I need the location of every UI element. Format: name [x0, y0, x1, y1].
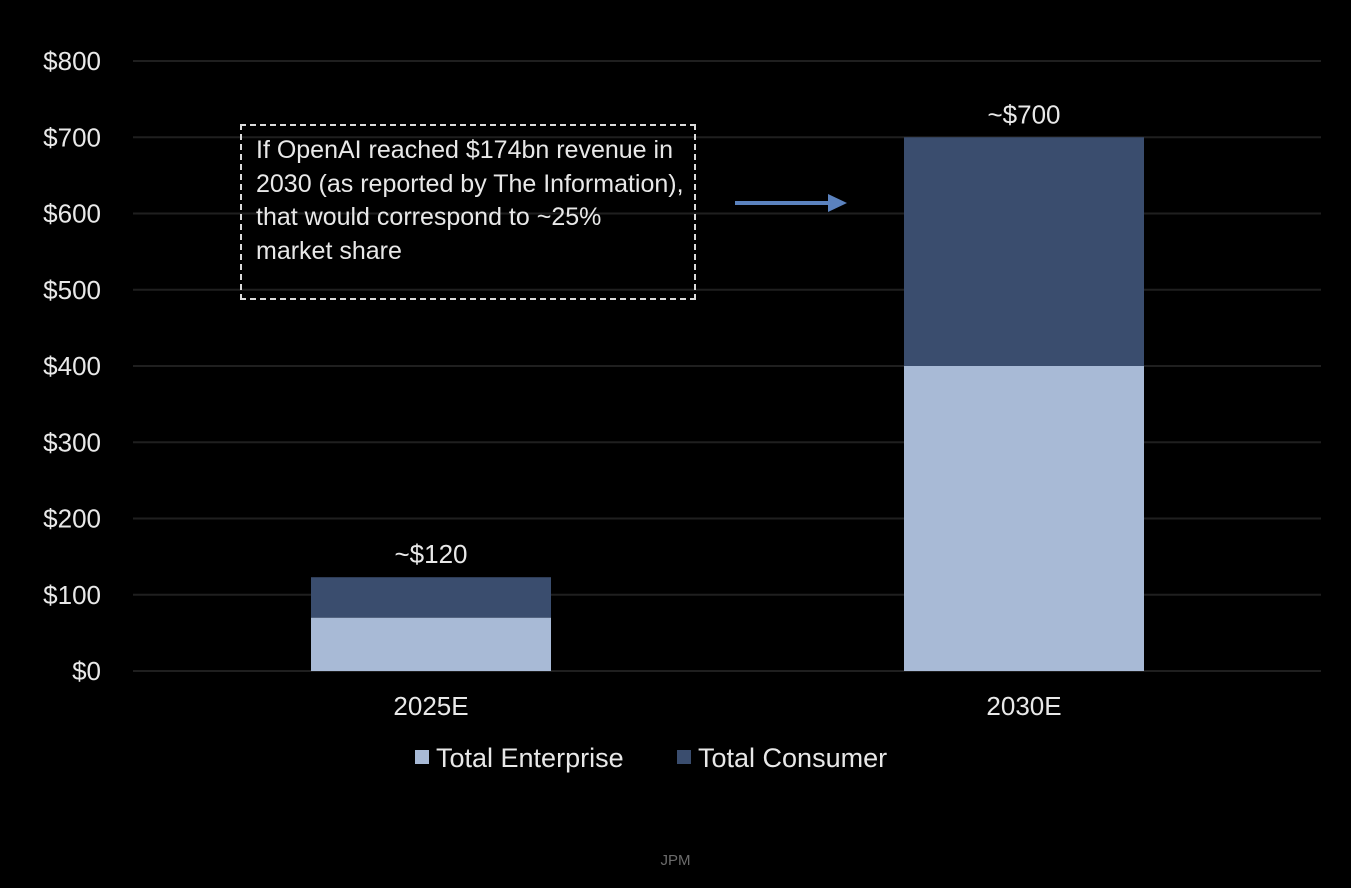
arrow-head	[828, 194, 847, 212]
y-tick-label: $300	[43, 427, 101, 457]
y-tick-label: $200	[43, 504, 101, 534]
y-tick-label: $0	[72, 656, 101, 686]
annotation-box: If OpenAI reached $174bn revenue in 2030…	[240, 124, 696, 300]
legend-label: Total Consumer	[698, 743, 887, 773]
x-axis-category-labels: 2025E 2030E	[393, 691, 1061, 721]
x-category-label: 2030E	[986, 691, 1061, 721]
bars	[311, 137, 1144, 671]
legend-swatch-total-consumer	[677, 750, 691, 764]
x-category-label: 2025E	[393, 691, 468, 721]
source-label: JPM	[660, 852, 691, 869]
bar-total-consumer-2025e	[311, 577, 551, 618]
y-tick-label: $500	[43, 275, 101, 305]
y-tick-label: $800	[43, 46, 101, 76]
y-tick-label: $600	[43, 199, 101, 229]
legend-swatch-total-enterprise	[415, 750, 429, 764]
bar-total-enterprise-2025e	[311, 617, 551, 671]
y-tick-label: $100	[43, 580, 101, 610]
y-tick-label: $400	[43, 351, 101, 381]
bar-total-enterprise-2030e	[904, 366, 1144, 671]
legend-label: Total Enterprise	[436, 743, 624, 773]
annotation-arrow	[735, 194, 847, 212]
bar-total-consumer-2030e	[904, 137, 1144, 366]
y-tick-label: $700	[43, 122, 101, 152]
total-labels: ~$120 ~$700	[394, 99, 1060, 569]
annotation-text: If OpenAI reached $174bn revenue in 2030…	[256, 136, 684, 265]
legend: Total Enterprise Total Consumer	[415, 743, 887, 773]
total-label: ~$120	[394, 539, 467, 569]
total-label: ~$700	[987, 99, 1060, 129]
y-axis-tick-labels: $0 $100 $200 $300 $400 $500 $600 $700 $800	[43, 46, 101, 686]
